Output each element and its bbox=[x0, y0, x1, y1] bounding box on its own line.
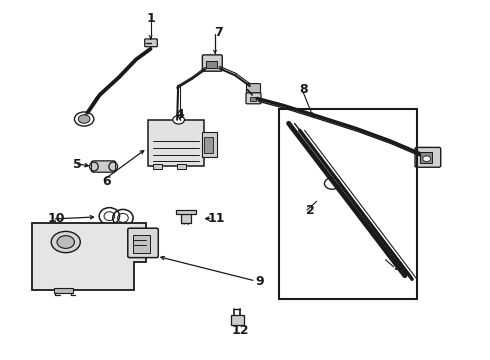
FancyBboxPatch shape bbox=[128, 228, 158, 258]
Text: 2: 2 bbox=[306, 204, 315, 217]
Bar bbox=[202, 132, 217, 157]
Text: 3: 3 bbox=[393, 260, 402, 273]
Bar bbox=[177, 165, 186, 168]
Bar bbox=[133, 235, 149, 253]
Bar bbox=[279, 109, 417, 299]
Text: 8: 8 bbox=[299, 83, 307, 96]
Bar bbox=[231, 315, 244, 325]
Bar bbox=[250, 97, 256, 101]
FancyBboxPatch shape bbox=[246, 93, 261, 104]
Bar bbox=[206, 61, 217, 68]
Bar bbox=[181, 213, 191, 223]
Bar bbox=[204, 137, 213, 153]
FancyBboxPatch shape bbox=[145, 39, 157, 47]
Polygon shape bbox=[32, 222, 146, 290]
FancyBboxPatch shape bbox=[415, 147, 441, 167]
Bar bbox=[420, 152, 433, 163]
FancyBboxPatch shape bbox=[246, 84, 261, 93]
Text: 5: 5 bbox=[74, 158, 82, 171]
Circle shape bbox=[74, 112, 94, 126]
Text: 6: 6 bbox=[102, 175, 111, 188]
Text: 11: 11 bbox=[207, 212, 225, 225]
Circle shape bbox=[78, 115, 90, 123]
Text: 7: 7 bbox=[214, 26, 223, 39]
Circle shape bbox=[57, 236, 74, 248]
Bar bbox=[153, 165, 162, 168]
Circle shape bbox=[173, 116, 184, 124]
Text: 1: 1 bbox=[146, 12, 155, 25]
Circle shape bbox=[324, 178, 340, 189]
Text: 12: 12 bbox=[231, 324, 249, 337]
Bar bbox=[53, 288, 73, 293]
Bar bbox=[176, 210, 196, 215]
FancyBboxPatch shape bbox=[202, 55, 222, 71]
Circle shape bbox=[423, 156, 431, 162]
FancyBboxPatch shape bbox=[148, 120, 204, 166]
Text: 4: 4 bbox=[175, 108, 184, 121]
Text: 10: 10 bbox=[48, 212, 65, 225]
Text: 9: 9 bbox=[255, 275, 264, 288]
Circle shape bbox=[51, 231, 80, 253]
FancyBboxPatch shape bbox=[92, 161, 116, 172]
